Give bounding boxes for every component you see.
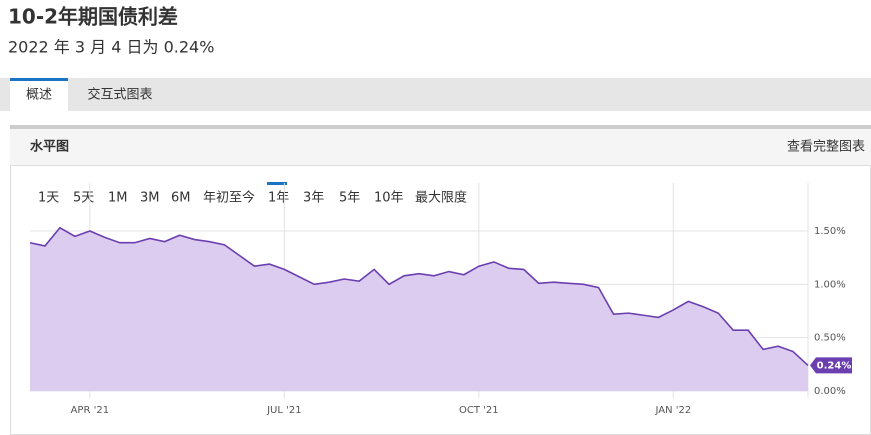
tab[interactable]: 概述 (26, 88, 52, 103)
range-active-indicator (267, 182, 287, 185)
range-button[interactable]: 3年 (303, 191, 324, 206)
value-badge (810, 357, 852, 374)
tab-indicator (10, 78, 68, 81)
value-label: 0.24% (817, 360, 852, 371)
tab[interactable]: 交互式图表 (87, 87, 152, 103)
panel-header (10, 129, 871, 165)
x-tick-label: JAN '22 (654, 405, 691, 416)
area (30, 227, 808, 391)
y-tick-label: 0.00% (814, 386, 846, 397)
range-button[interactable]: 5天 (73, 191, 94, 206)
range-button[interactable]: 10年 (374, 191, 404, 206)
range-button[interactable]: 3M (140, 191, 160, 206)
x-tick-label: OCT '21 (459, 405, 499, 416)
range-button[interactable]: 1M (108, 191, 128, 206)
y-tick-label: 1.00% (814, 279, 846, 290)
range-button[interactable]: 年初至今 (203, 190, 255, 206)
x-tick-label: APR '21 (71, 405, 109, 416)
line (29, 226, 809, 366)
y-tick-label: 1.50% (814, 226, 846, 237)
chart: 1天 5天 1M 3M 6M 年初至今 1年 3年 5年 10年 最大限度 APR '21 JUL '2… (29, 182, 852, 416)
panel-top (10, 125, 871, 129)
range-button[interactable]: 6M (171, 191, 191, 206)
full-chart-link[interactable]: 查看完整图表 (787, 139, 865, 155)
tab-bar (0, 78, 871, 111)
tab-active-bg (10, 78, 68, 111)
subtitle: 2022 年 3 月 4 日为 0.24% (8, 38, 214, 57)
y-tick-label: 0.50% (814, 333, 846, 344)
range-button[interactable]: 1天 (38, 191, 59, 206)
range-button[interactable]: 5年 (339, 191, 360, 206)
x-tick-label: JUL '21 (266, 405, 302, 416)
panel-title: 水平图 (30, 139, 69, 155)
range-button[interactable]: 最大限度 (415, 190, 467, 206)
range-button[interactable]: 1年 (268, 191, 289, 206)
page-title: 10-2年期国债利差 (8, 5, 178, 29)
